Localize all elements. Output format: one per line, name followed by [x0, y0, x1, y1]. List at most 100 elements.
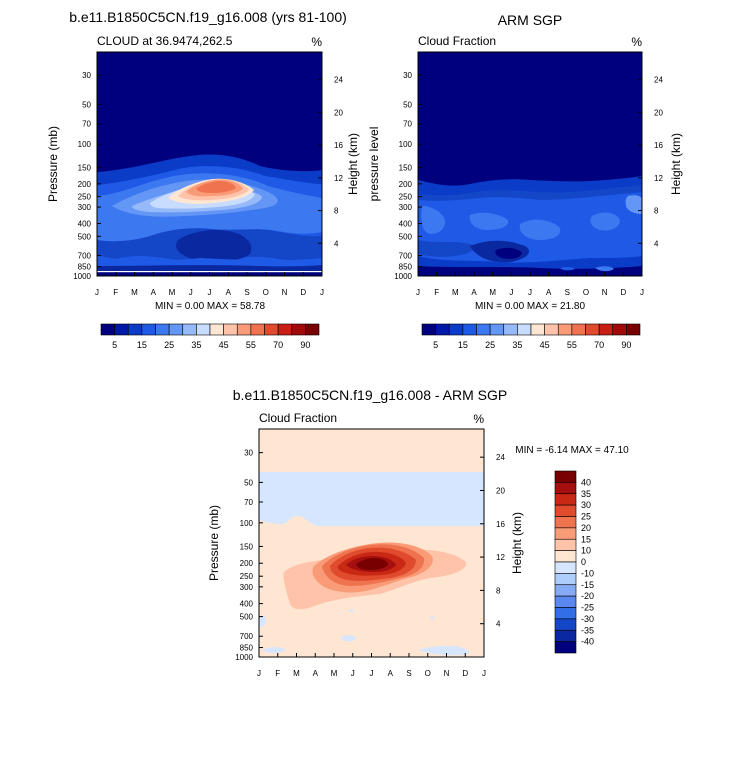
- x-tick-label: N: [602, 288, 608, 297]
- colorbar-swatch: [489, 323, 505, 336]
- height-tick-label: 8: [334, 207, 339, 216]
- x-tick-label: F: [275, 669, 280, 678]
- y-tick-label: 50: [82, 100, 91, 109]
- x-tick-label: A: [546, 288, 552, 297]
- colorbar-swatch: [435, 323, 450, 336]
- y-tick-label: 50: [244, 478, 253, 487]
- height-tick-label: 20: [334, 108, 343, 117]
- panel-b-minmax: MIN = 0.00 MAX = 21.80: [475, 301, 585, 312]
- x-tick-label: J: [528, 288, 532, 297]
- y-tick-label: 700: [399, 252, 413, 261]
- y-tick-label: 100: [399, 140, 413, 149]
- colorbar-swatch: [421, 323, 436, 336]
- x-tick-label: O: [263, 288, 269, 297]
- x-tick-label: D: [462, 669, 468, 678]
- colorbar-swatch: [155, 323, 170, 336]
- colorbar-swatch: [168, 323, 184, 336]
- y-tick-label: 150: [399, 163, 413, 172]
- colorbar-swatch: [554, 607, 577, 620]
- colorbar-swatch: [250, 323, 265, 336]
- colorbar-swatch: [554, 561, 577, 574]
- height-tick-label: 16: [654, 141, 663, 150]
- panel-b-ylabel-right: Height (km): [669, 133, 683, 195]
- height-tick-label: 4: [334, 239, 339, 248]
- colorbar-label: 55: [246, 340, 256, 350]
- x-tick-label: N: [282, 288, 288, 297]
- colorbar-label: 45: [219, 340, 229, 350]
- y-tick-label: 300: [240, 583, 254, 592]
- height-tick-label: 20: [496, 486, 505, 495]
- x-tick-label: M: [452, 288, 459, 297]
- colorbar-label: 5: [112, 340, 117, 350]
- x-tick-label: J: [640, 288, 644, 297]
- colorbar-swatch: [209, 323, 224, 336]
- colorbar-label: 35: [581, 489, 591, 499]
- height-tick-label: 24: [334, 76, 343, 85]
- panel-b-ylabel: pressure level: [367, 127, 381, 202]
- x-tick-label: M: [331, 669, 338, 678]
- panel-c: Cloud Fraction % 30507010015020025030040…: [207, 411, 629, 678]
- x-tick-label: J: [320, 288, 324, 297]
- colorbar-label: 90: [621, 340, 631, 350]
- colorbar-swatch: [554, 629, 577, 642]
- colorbar-swatch: [554, 470, 577, 483]
- y-tick-label: 50: [403, 100, 412, 109]
- colorbar-label: 70: [594, 340, 604, 350]
- panel-c-ylabel-right: Height (km): [510, 512, 524, 574]
- y-tick-label: 100: [240, 519, 254, 528]
- colorbar-label: 20: [581, 523, 591, 533]
- colorbar-swatch: [223, 323, 238, 336]
- y-tick-label: 700: [78, 252, 92, 261]
- panel-a-minmax: MIN = 0.00 MAX = 58.78: [155, 301, 265, 312]
- x-tick-label: J: [351, 669, 355, 678]
- x-tick-label: D: [300, 288, 306, 297]
- y-tick-label: 30: [244, 449, 253, 458]
- colorbar-label: 5: [433, 340, 438, 350]
- x-tick-label: S: [244, 288, 249, 297]
- colorbar-label: 35: [512, 340, 522, 350]
- height-tick-label: 4: [654, 239, 659, 248]
- colorbar-swatch: [571, 323, 586, 336]
- colorbar-label: 15: [458, 340, 468, 350]
- colorbar-swatch: [554, 641, 577, 654]
- colorbar-swatch: [114, 323, 129, 336]
- colorbar-swatch: [554, 618, 577, 631]
- x-tick-label: M: [131, 288, 138, 297]
- y-tick-label: 500: [399, 232, 413, 241]
- y-tick-label: 850: [78, 263, 92, 272]
- height-tick-label: 12: [496, 553, 505, 562]
- x-tick-label: M: [489, 288, 496, 297]
- x-tick-label: J: [95, 288, 99, 297]
- y-tick-label: 150: [78, 163, 92, 172]
- colorbar-swatch: [554, 493, 577, 506]
- colorbar-swatch: [554, 595, 577, 608]
- colorbar-swatch: [476, 323, 491, 336]
- y-tick-label: 700: [240, 632, 254, 641]
- y-tick-label: 30: [82, 71, 91, 80]
- panel-a-colorbar: 5 15 25 35 45 55 70 90: [100, 323, 320, 350]
- panel-a-title: b.e11.B1850C5CN.f19_g16.008 (yrs 81-100): [69, 9, 347, 25]
- colorbar-swatch: [530, 323, 545, 336]
- colorbar-swatch: [554, 482, 577, 495]
- colorbar-label: 40: [581, 477, 591, 487]
- x-tick-label: J: [208, 288, 212, 297]
- colorbar-swatch: [141, 323, 156, 336]
- height-tick-label: 24: [654, 76, 663, 85]
- colorbar-swatch: [554, 538, 577, 551]
- panel-a-ylabel: Pressure (mb): [46, 126, 60, 202]
- colorbar-swatch: [448, 323, 464, 336]
- colorbar-swatch: [612, 323, 627, 336]
- panel-c-title: b.e11.B1850C5CN.f19_g16.008 - ARM SGP: [233, 387, 507, 403]
- y-tick-label: 500: [240, 613, 254, 622]
- colorbar-swatch: [585, 323, 600, 336]
- y-tick-label: 250: [78, 193, 92, 202]
- colorbar-label: 90: [300, 340, 310, 350]
- colorbar-swatch: [554, 504, 577, 517]
- y-tick-label: 200: [78, 180, 92, 189]
- y-tick-label: 400: [240, 600, 254, 609]
- y-tick-label: 400: [78, 220, 92, 229]
- colorbar-label: -15: [581, 580, 594, 590]
- colorbar-label: 15: [581, 534, 591, 544]
- height-tick-label: 8: [654, 207, 659, 216]
